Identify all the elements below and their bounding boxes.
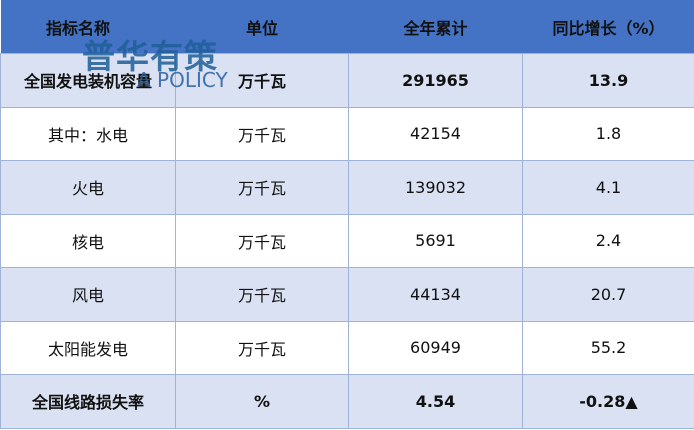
table-row: 火电 万千瓦 139032 4.1 xyxy=(0,160,694,215)
cell-total: 139032 xyxy=(348,160,523,215)
cell-unit: 万千瓦 xyxy=(175,160,349,215)
cell-name: 其中：水电 xyxy=(0,106,176,161)
cell-name: 太阳能发电 xyxy=(0,320,176,375)
cell-growth: -0.28▲ xyxy=(522,374,694,429)
header-total: 全年累计 xyxy=(348,0,523,54)
header-indicator: 指标名称 xyxy=(0,0,176,54)
cell-total: 291965 xyxy=(348,53,523,108)
cell-name: 火电 xyxy=(0,160,176,215)
cell-name: 全国发电装机容量 xyxy=(0,53,176,108)
header-row: 指标名称 单位 全年累计 同比增长（%） xyxy=(0,0,694,54)
cell-unit: 万千瓦 xyxy=(175,267,349,322)
table-row: 太阳能发电 万千瓦 60949 55.2 xyxy=(0,320,694,375)
cell-unit: 万千瓦 xyxy=(175,53,349,108)
cell-growth: 55.2 xyxy=(522,320,694,375)
cell-total: 5691 xyxy=(348,213,523,268)
table-row: 全国发电装机容量 万千瓦 291965 13.9 xyxy=(0,53,694,108)
header-unit: 单位 xyxy=(175,0,349,54)
cell-total: 44134 xyxy=(348,267,523,322)
cell-unit: % xyxy=(175,374,349,429)
header-growth: 同比增长（%） xyxy=(522,0,694,54)
cell-growth: 20.7 xyxy=(522,267,694,322)
cell-total: 60949 xyxy=(348,320,523,375)
cell-growth: 2.4 xyxy=(522,213,694,268)
table-row: 其中：水电 万千瓦 42154 1.8 xyxy=(0,106,694,161)
cell-growth: 1.8 xyxy=(522,106,694,161)
cell-unit: 万千瓦 xyxy=(175,213,349,268)
cell-growth: 4.1 xyxy=(522,160,694,215)
cell-total: 4.54 xyxy=(348,374,523,429)
cell-unit: 万千瓦 xyxy=(175,320,349,375)
table-row: 全国线路损失率% 4.54 -0.28▲ xyxy=(0,374,694,429)
cell-name: 核电 xyxy=(0,213,176,268)
cell-growth: 13.9 xyxy=(522,53,694,108)
table-row: 风电 万千瓦 44134 20.7 xyxy=(0,267,694,322)
cell-name: 全国线路损失率 xyxy=(0,374,176,429)
table-row: 核电 万千瓦 5691 2.4 xyxy=(0,213,694,268)
cell-unit: 万千瓦 xyxy=(175,106,349,161)
cell-name: 风电 xyxy=(0,267,176,322)
cell-total: 42154 xyxy=(348,106,523,161)
